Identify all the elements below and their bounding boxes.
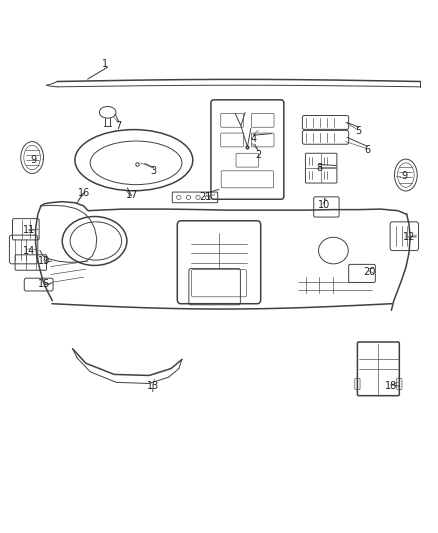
- Text: 18: 18: [385, 381, 398, 391]
- Text: 9: 9: [402, 171, 408, 181]
- Text: 14: 14: [23, 246, 35, 255]
- Text: 1: 1: [102, 60, 109, 69]
- Text: 6: 6: [364, 144, 371, 155]
- Text: 4: 4: [251, 134, 257, 144]
- Text: 21: 21: [200, 192, 212, 203]
- Text: 20: 20: [364, 267, 376, 277]
- Text: 16: 16: [78, 188, 90, 198]
- Text: 12: 12: [403, 232, 415, 243]
- Text: 13: 13: [147, 381, 159, 391]
- Text: 17: 17: [126, 190, 138, 200]
- Text: 15: 15: [38, 279, 50, 288]
- Text: 11: 11: [23, 225, 35, 236]
- Text: 3: 3: [150, 166, 156, 176]
- Text: 9: 9: [30, 155, 36, 165]
- Text: 8: 8: [316, 163, 322, 173]
- Text: 19: 19: [38, 256, 50, 266]
- Text: 5: 5: [356, 126, 362, 136]
- Text: 7: 7: [116, 120, 122, 131]
- Text: 2: 2: [255, 150, 261, 160]
- Text: 10: 10: [318, 200, 330, 211]
